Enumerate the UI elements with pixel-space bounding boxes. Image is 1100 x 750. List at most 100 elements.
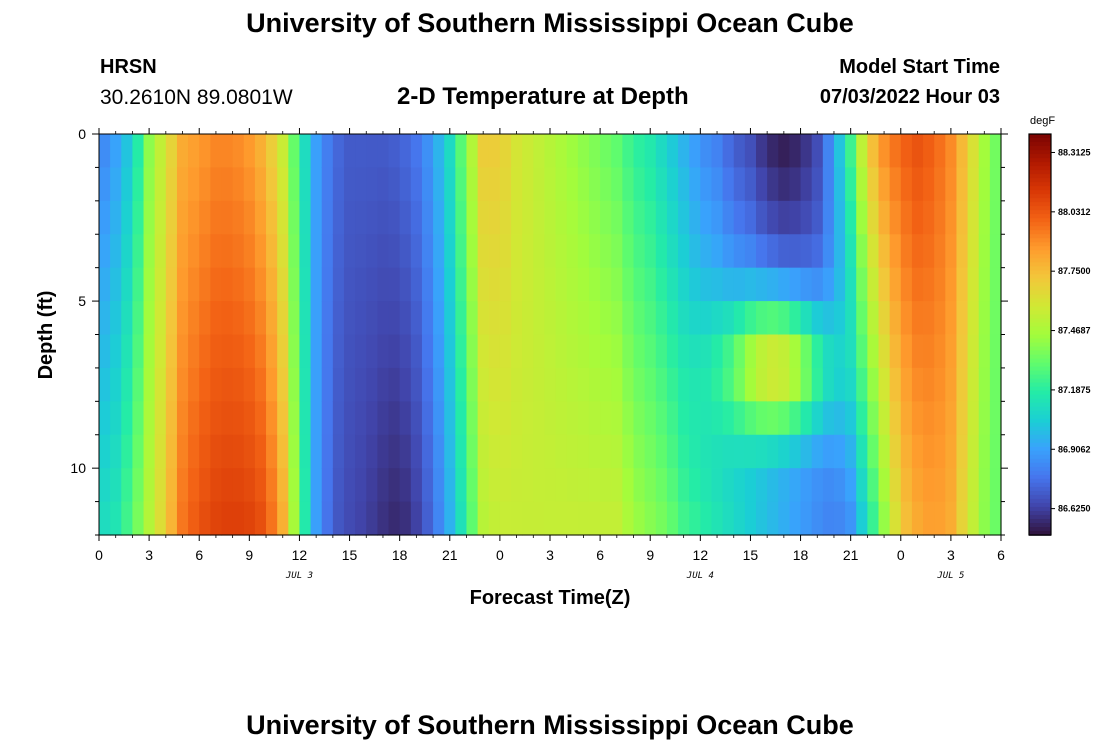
heatmap-cell	[343, 134, 356, 169]
model-start-label: Model Start Time	[839, 56, 1000, 78]
heatmap-cell	[366, 167, 378, 202]
heatmap-cell	[555, 234, 568, 269]
heatmap-cell	[566, 468, 579, 503]
heatmap-cell	[221, 367, 234, 402]
heatmap-cell	[588, 501, 601, 536]
heatmap-cell	[867, 468, 880, 503]
heatmap-cell	[945, 267, 958, 302]
heatmap-cell	[945, 401, 958, 436]
heatmap-cell	[689, 468, 701, 503]
heatmap-cell	[121, 468, 134, 503]
heatmap-cell	[800, 301, 813, 336]
colorbar-strip	[1029, 374, 1051, 380]
heatmap-cell	[923, 167, 935, 202]
heatmap-cell	[355, 234, 367, 269]
heatmap-cell	[833, 367, 846, 402]
heatmap-cell	[711, 200, 724, 235]
heatmap-cell	[811, 367, 824, 402]
heatmap-cell	[989, 234, 1002, 269]
heatmap-cell	[199, 367, 211, 402]
heatmap-cell	[165, 434, 178, 469]
heatmap-cell	[733, 234, 746, 269]
heatmap-cell	[789, 501, 802, 536]
heatmap-cell	[533, 234, 546, 269]
heatmap-cell	[555, 367, 568, 402]
heatmap-cell	[477, 134, 490, 169]
heatmap-cell	[221, 301, 234, 336]
heatmap-cell	[689, 334, 701, 369]
colorbar-tick-label: 86.9062	[1058, 444, 1091, 454]
heatmap-cell	[644, 134, 657, 169]
colorbar-strip	[1029, 342, 1051, 348]
heatmap-cell	[878, 167, 891, 202]
heatmap-cell	[533, 301, 546, 336]
heatmap-cell	[778, 200, 791, 235]
heatmap-cell	[822, 434, 835, 469]
heatmap-cell	[544, 267, 557, 302]
colorbar-strip	[1029, 386, 1051, 392]
heatmap-cell	[277, 167, 289, 202]
heatmap-cell	[544, 367, 557, 402]
heatmap-cell	[989, 134, 1002, 169]
heatmap-cell	[232, 501, 245, 536]
heatmap-cell	[343, 501, 356, 536]
heatmap-cell	[188, 501, 200, 536]
heatmap-cell	[355, 301, 367, 336]
heatmap-cell	[455, 367, 468, 402]
heatmap-cell	[811, 434, 824, 469]
heatmap-cell	[600, 267, 612, 302]
heatmap-cell	[121, 334, 134, 369]
heatmap-cell	[511, 267, 523, 302]
heatmap-cell	[744, 468, 757, 503]
heatmap-cell	[410, 234, 423, 269]
x-tick-label: 15	[743, 547, 759, 563]
colorbar-strip	[1029, 190, 1051, 195]
heatmap-cell	[210, 401, 223, 436]
heatmap-cell	[566, 267, 579, 302]
heatmap-cell	[945, 501, 958, 536]
heatmap-cell	[811, 334, 824, 369]
colorbar-strip	[1029, 306, 1051, 312]
heatmap-cell	[600, 367, 612, 402]
heatmap-cell	[588, 134, 601, 169]
heatmap-cell	[433, 434, 445, 469]
heatmap-cell	[188, 401, 200, 436]
heatmap-cell	[143, 234, 156, 269]
heatmap-cell	[444, 200, 456, 235]
heatmap-cell	[633, 434, 646, 469]
heatmap-cell	[789, 267, 802, 302]
heatmap-cell	[889, 200, 902, 235]
colorbar-strip	[1029, 434, 1051, 440]
heatmap-cell	[299, 468, 312, 503]
heatmap-cell	[221, 401, 234, 436]
heatmap-cell	[878, 468, 891, 503]
colorbar-strip	[1029, 138, 1051, 143]
colorbar-strip	[1029, 458, 1051, 464]
y-tick-label: 5	[78, 293, 86, 309]
heatmap-cell	[165, 301, 178, 336]
heatmap-cell	[466, 267, 479, 302]
heatmap-cell	[588, 267, 601, 302]
colorbar-strip	[1029, 318, 1051, 324]
heatmap-cell	[666, 134, 679, 169]
heatmap-cell	[221, 134, 234, 169]
heatmap-cell	[811, 200, 824, 235]
heatmap-cell	[121, 134, 134, 169]
heatmap-cell	[522, 200, 534, 235]
heatmap-cell	[856, 200, 868, 235]
heatmap-cell	[833, 167, 846, 202]
heatmap-cell	[878, 367, 891, 402]
heatmap-cell	[388, 301, 401, 336]
heatmap-cell	[399, 501, 412, 536]
heatmap-cell	[722, 267, 735, 302]
x-tick-label: 6	[596, 547, 604, 563]
heatmap-cell	[321, 267, 334, 302]
heatmap-cell	[600, 301, 612, 336]
heatmap-cell	[644, 468, 657, 503]
heatmap-cell	[232, 134, 245, 169]
heatmap-cell	[221, 234, 234, 269]
heatmap-cell	[488, 234, 501, 269]
heatmap-cell	[366, 334, 378, 369]
heatmap-cell	[666, 401, 679, 436]
heatmap-cell	[689, 434, 701, 469]
